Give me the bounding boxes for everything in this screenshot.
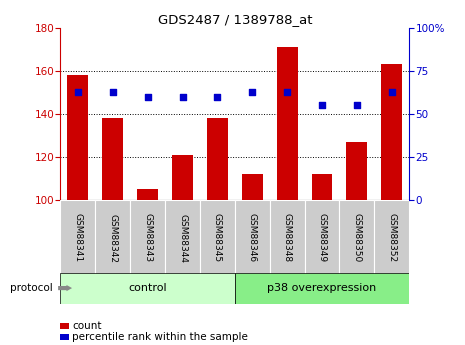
Point — [283, 90, 291, 95]
Point — [179, 94, 186, 99]
Bar — [277, 47, 298, 200]
Bar — [374, 200, 409, 276]
Point — [214, 94, 221, 99]
Text: GSM88346: GSM88346 — [248, 214, 257, 263]
Text: GSM88350: GSM88350 — [352, 214, 361, 263]
Bar — [235, 273, 409, 304]
Text: count: count — [72, 321, 101, 331]
Bar — [242, 174, 263, 200]
Bar — [270, 200, 305, 276]
Bar — [67, 75, 88, 200]
Bar — [95, 200, 130, 276]
Text: GSM88352: GSM88352 — [387, 214, 396, 263]
Point — [144, 94, 152, 99]
Point — [318, 102, 325, 108]
Bar — [60, 273, 235, 304]
Bar — [346, 142, 367, 200]
Bar — [381, 64, 402, 200]
Text: GSM88345: GSM88345 — [213, 214, 222, 263]
Text: percentile rank within the sample: percentile rank within the sample — [72, 332, 248, 342]
Bar — [137, 189, 158, 200]
Text: GSM88343: GSM88343 — [143, 214, 152, 263]
Text: GSM88342: GSM88342 — [108, 214, 117, 263]
Title: GDS2487 / 1389788_at: GDS2487 / 1389788_at — [158, 13, 312, 27]
Point — [74, 90, 82, 95]
Bar — [165, 200, 200, 276]
Bar — [172, 155, 193, 200]
Text: p38 overexpression: p38 overexpression — [267, 283, 377, 293]
Bar — [102, 118, 123, 200]
Bar — [305, 200, 339, 276]
Bar — [339, 200, 374, 276]
Text: GSM88344: GSM88344 — [178, 214, 187, 263]
Bar — [312, 174, 332, 200]
Bar — [130, 200, 165, 276]
Point — [353, 102, 361, 108]
Text: GSM88349: GSM88349 — [318, 214, 326, 263]
Point — [388, 90, 395, 95]
Bar — [207, 118, 228, 200]
Bar — [60, 200, 95, 276]
Point — [109, 90, 116, 95]
Bar — [235, 200, 270, 276]
Text: protocol: protocol — [10, 283, 56, 293]
Point — [248, 90, 256, 95]
Text: control: control — [128, 283, 167, 293]
Bar — [200, 200, 235, 276]
Text: GSM88348: GSM88348 — [283, 214, 292, 263]
Text: GSM88341: GSM88341 — [73, 214, 82, 263]
